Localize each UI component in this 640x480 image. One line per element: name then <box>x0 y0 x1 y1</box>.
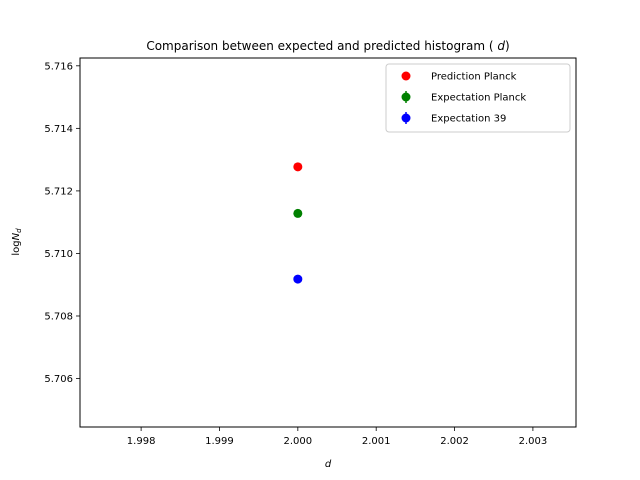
x-tick-label: 1.998 <box>127 436 156 447</box>
chart-title-variable: d <box>497 39 505 53</box>
y-axis-ticks: 5.706 5.708 5.710 5.712 5.714 5.716 <box>44 61 80 385</box>
x-tick-label: 1.999 <box>205 436 234 447</box>
y-tick-label: 5.708 <box>44 311 73 322</box>
y-tick-label: 5.710 <box>44 249 73 260</box>
x-tick-label: 2.001 <box>362 436 391 447</box>
y-tick-label: 5.714 <box>44 124 73 135</box>
data-point-expectation-planck <box>293 208 303 218</box>
chart-title: Comparison between expected and predicte… <box>146 39 509 53</box>
legend-label: Prediction Planck <box>431 72 517 83</box>
plot-area <box>79 57 577 428</box>
legend-marker <box>401 113 411 123</box>
chart-title-text: Comparison between expected and predicte… <box>146 39 493 53</box>
legend: Prediction Planck Expectation Planck Expec… <box>385 63 571 133</box>
x-tick-label: 2.000 <box>284 436 313 447</box>
y-axis-label: logNd <box>11 228 23 256</box>
chart-title-close: ) <box>505 39 510 53</box>
data-point-prediction-planck <box>293 162 303 172</box>
x-tick-label: 2.002 <box>440 436 469 447</box>
y-tick-label: 5.712 <box>44 186 73 197</box>
y-tick-label: 5.706 <box>44 374 73 385</box>
legend-marker <box>401 92 411 102</box>
legend-label: Expectation Planck <box>431 93 526 104</box>
data-points <box>293 162 303 284</box>
y-tick-label: 5.716 <box>44 61 73 72</box>
legend-item: Expectation 39 <box>401 112 506 125</box>
legend-marker <box>401 71 411 81</box>
x-axis-ticks: 1.998 1.999 2.000 2.001 2.002 2.003 <box>127 427 547 447</box>
legend-box <box>385 63 571 133</box>
data-point-expectation-39 <box>293 274 303 284</box>
legend-label: Expectation 39 <box>431 114 506 125</box>
legend-item: Expectation Planck <box>401 91 526 104</box>
x-tick-label: 2.003 <box>519 436 548 447</box>
legend-item: Prediction Planck <box>401 71 517 83</box>
x-axis-label: d <box>325 459 332 470</box>
